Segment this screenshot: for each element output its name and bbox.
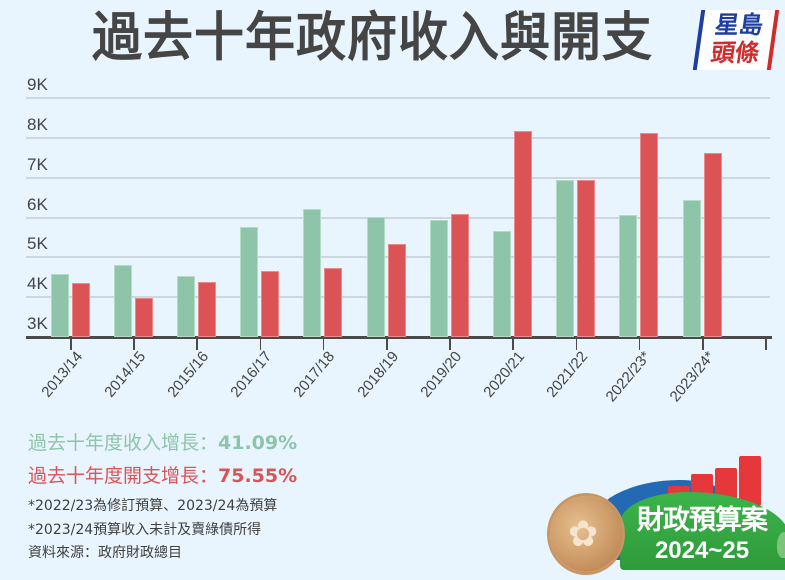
x-axis-tick bbox=[702, 338, 704, 350]
y-axis-label: 3K bbox=[27, 314, 48, 333]
y-axis-label: 6K bbox=[27, 194, 48, 214]
revenue-growth-value: 41.09% bbox=[218, 432, 298, 454]
expenditure-bar bbox=[134, 297, 153, 337]
x-axis-label: 2016/17 bbox=[227, 348, 276, 401]
expenditure-bar bbox=[577, 179, 596, 337]
x-axis-tick bbox=[575, 338, 578, 350]
revenue-bar bbox=[113, 264, 132, 337]
green-hill-shape bbox=[620, 492, 785, 570]
title-text: 過去十年政府收入與開支 bbox=[92, 6, 653, 68]
x-axis-tick bbox=[638, 338, 641, 350]
expenditure-bar bbox=[71, 282, 90, 337]
expenditure-bar bbox=[324, 267, 343, 337]
budget-2024-25-badge: ✿ 財政預算案 2024~25 bbox=[540, 452, 785, 580]
x-axis-label: 2019/20 bbox=[417, 348, 465, 401]
expenditure-bar bbox=[261, 271, 280, 337]
x-axis-tick bbox=[322, 338, 325, 350]
expenditure-bar bbox=[198, 282, 216, 337]
revenue-growth-label: 過去十年度收入增長： bbox=[28, 432, 219, 454]
x-axis-tick bbox=[133, 338, 135, 350]
bar-chart: 3K 4K 5K 6K 7K 8K 9K 2013/14 2014/15 2015/16 2016/… bbox=[26, 75, 772, 406]
expenditure-bar bbox=[514, 130, 532, 337]
revenue-bar bbox=[556, 179, 575, 337]
expenditure-bar bbox=[703, 152, 722, 337]
gridline bbox=[26, 176, 770, 179]
footnote-green-bond: *2023/24預算收入未計及賣綠債所得 bbox=[28, 522, 262, 538]
revenue-bar bbox=[429, 219, 448, 337]
x-axis-tick bbox=[386, 338, 388, 350]
gridline bbox=[26, 97, 770, 100]
y-axis-label: 4K bbox=[27, 274, 48, 294]
expenditure-growth-value: 75.55% bbox=[218, 465, 298, 487]
x-axis-tick bbox=[449, 338, 451, 350]
revenue-bar bbox=[682, 200, 701, 337]
expenditure-bar bbox=[450, 213, 469, 337]
x-axis-label: 2014/15 bbox=[101, 348, 149, 401]
y-axis-label: 5K bbox=[27, 234, 48, 254]
x-axis bbox=[26, 336, 772, 339]
bauhinia-flower-icon: ✿ bbox=[568, 513, 599, 554]
x-axis-label: 2021/22 bbox=[543, 348, 592, 401]
mini-bar-icon bbox=[739, 456, 761, 506]
x-axis-tick bbox=[765, 338, 767, 350]
badge-title: 財政預算案 bbox=[637, 505, 768, 536]
expenditure-growth-label: 過去十年度開支增長： bbox=[28, 465, 219, 487]
y-axis-label: 9K bbox=[27, 75, 48, 95]
x-axis-tick bbox=[259, 338, 262, 350]
x-axis-label: 2018/19 bbox=[353, 348, 402, 401]
tree-icon bbox=[777, 532, 785, 558]
y-axis-label: 8K bbox=[27, 115, 48, 134]
x-axis-tick bbox=[512, 338, 514, 350]
revenue-bar bbox=[50, 274, 69, 337]
gridline bbox=[26, 216, 770, 219]
revenue-bar bbox=[366, 216, 385, 337]
expenditure-bar bbox=[387, 243, 406, 337]
revenue-bar bbox=[177, 276, 195, 337]
x-axis-label: 2023/24* bbox=[666, 348, 718, 406]
expenditure-bar bbox=[640, 133, 659, 337]
revenue-bar bbox=[303, 208, 322, 337]
x-axis-label: 2020/21 bbox=[480, 348, 529, 401]
gridline bbox=[26, 137, 770, 139]
x-axis-tick bbox=[70, 338, 72, 350]
source-note: 資料來源：政府財政總目 bbox=[28, 545, 182, 561]
revenue-growth-stat: 過去十年度收入增長：41.09% bbox=[28, 432, 297, 454]
revenue-bar bbox=[619, 215, 638, 337]
expenditure-growth-stat: 過去十年度開支增長：75.55% bbox=[28, 465, 297, 487]
revenue-bar bbox=[493, 231, 511, 337]
x-axis-tick bbox=[196, 338, 198, 350]
x-axis-label: 2017/18 bbox=[290, 348, 339, 401]
x-axis-label: 2015/16 bbox=[164, 348, 213, 401]
x-axis-label: 2013/14 bbox=[37, 348, 86, 401]
footnote-budget: *2022/23為修訂預算、2023/24為預算 bbox=[28, 498, 278, 514]
badge-year: 2024~25 bbox=[654, 537, 750, 564]
y-axis-label: 7K bbox=[27, 154, 48, 174]
chart-title: 過去十年政府收入與開支 bbox=[0, 4, 785, 70]
x-axis-label: 2022/23* bbox=[602, 348, 655, 406]
bauhinia-coin-icon bbox=[550, 496, 622, 572]
revenue-bar bbox=[240, 227, 259, 337]
